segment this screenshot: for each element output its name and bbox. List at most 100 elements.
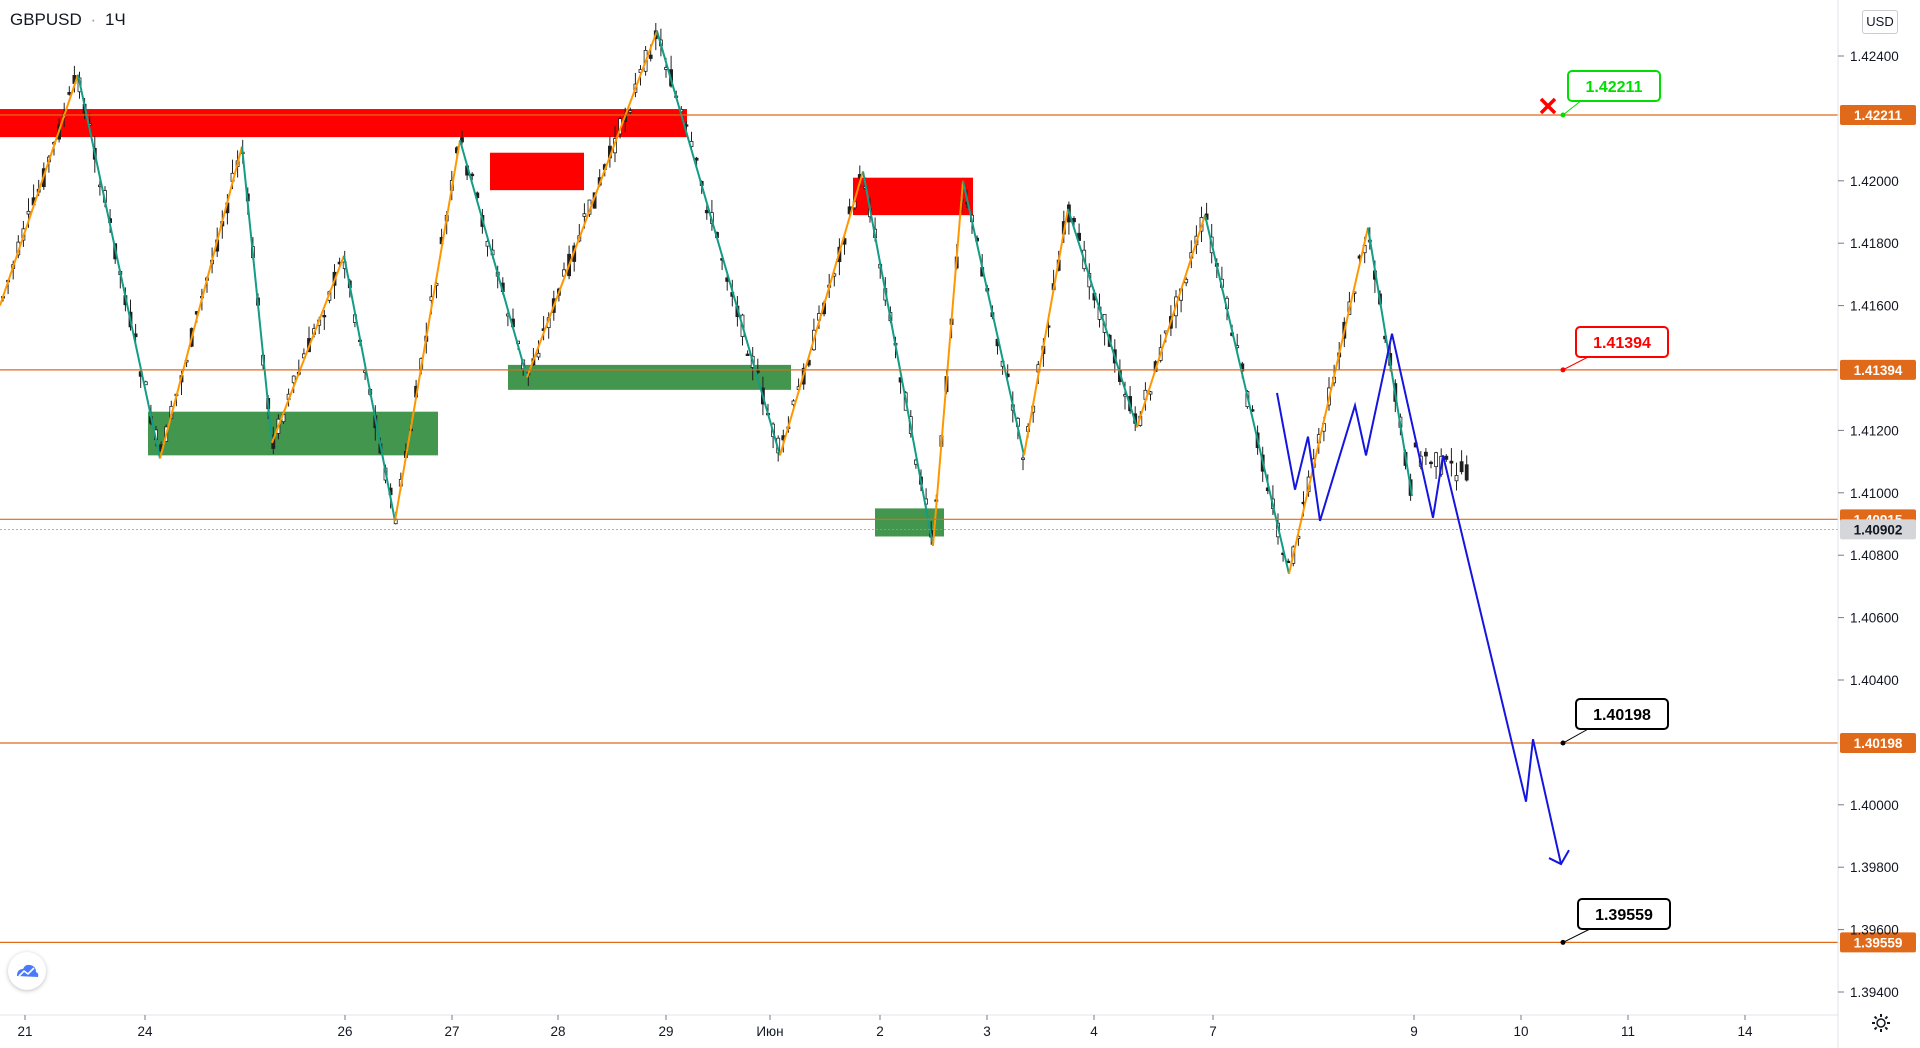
zigzag-down-leg (77, 74, 161, 459)
note-pointer (1562, 99, 1583, 116)
zigzag-up-leg (1136, 214, 1206, 428)
y-tick-label: 1.42000 (1850, 174, 1899, 189)
forecast-arrowhead (1548, 849, 1570, 866)
zigzag-down-leg (656, 30, 781, 456)
x-tick-label: Июн (756, 1024, 783, 1039)
zigzag-down-leg (343, 255, 396, 522)
interval-label: 1Ч (104, 10, 126, 29)
resistance-zone (853, 177, 973, 216)
y-tick-label: 1.40800 (1850, 548, 1899, 563)
price-level-tag-label: 1.40198 (1854, 736, 1903, 751)
zigzag-down-leg (241, 146, 273, 443)
candle-body (704, 209, 709, 214)
stop-cross-icon (1539, 97, 1557, 115)
y-tick-label: 1.39600 (1850, 923, 1899, 938)
x-tick-label: 26 (337, 1024, 352, 1039)
note-box (1575, 326, 1669, 358)
note-label: 1.41394 (1593, 335, 1651, 352)
current-price-tag (1840, 519, 1916, 540)
notes-layer: 1.42211 1.41394 1.40198 1.39559 (1539, 70, 1671, 945)
support-zone (508, 364, 791, 390)
x-tick-label: 14 (1737, 1024, 1753, 1039)
symbol-title: GBPUSD · 1Ч (10, 10, 126, 30)
price-level-tag (1840, 104, 1916, 125)
note-label: 1.42211 (1586, 79, 1643, 96)
y-tick-label: 1.41200 (1850, 423, 1899, 438)
note-label: 1.39559 (1595, 907, 1653, 924)
candle-body (582, 213, 587, 217)
note-anchor-dot (1560, 367, 1566, 373)
zigzag-up-leg (271, 255, 345, 444)
candle-body (460, 137, 464, 143)
price-level-tag-label: 1.41394 (1854, 363, 1903, 378)
resistance-zone (0, 109, 687, 138)
zigzag-up-leg (159, 146, 243, 459)
price-level-tag (1840, 733, 1916, 754)
note-pointer (1562, 355, 1591, 371)
forecast-path (1276, 333, 1562, 865)
zigzag-layer (0, 30, 1413, 575)
candle-body (694, 157, 699, 161)
y-tick-label: 1.42400 (1850, 49, 1899, 64)
zigzag-up-leg (779, 171, 864, 456)
x-tick-label: 4 (1090, 1024, 1098, 1039)
candle-body (1434, 452, 1438, 468)
note-box (1577, 898, 1671, 930)
x-tick-label: 24 (137, 1024, 153, 1039)
x-tick-label: 28 (550, 1024, 565, 1039)
current-price-tag-label: 1.40902 (1854, 522, 1903, 537)
zigzag-down-leg (459, 139, 528, 378)
zigzag-down-leg (1367, 227, 1413, 497)
zigzag-up-leg (394, 140, 461, 522)
zigzag-down-leg (862, 171, 934, 547)
candle-body (1454, 475, 1459, 482)
settings-gear-icon[interactable] (1870, 1012, 1892, 1034)
price-levels-layer: 1.422111.413941.409151.401981.395591.409… (0, 104, 1916, 953)
y-tick-label: 1.41000 (1850, 486, 1899, 501)
tradingview-logo-icon[interactable] (8, 952, 46, 990)
y-tick-label: 1.41800 (1850, 236, 1899, 251)
y-tick-label: 1.39800 (1850, 860, 1899, 875)
note-anchor-dot (1560, 939, 1566, 945)
symbol-name: GBPUSD (10, 10, 82, 29)
y-tick-label: 1.40400 (1850, 673, 1899, 688)
note-pointer (1562, 927, 1593, 943)
note-box (1567, 70, 1661, 102)
note-box (1575, 698, 1669, 730)
candle-body (322, 315, 327, 318)
zigzag-down-leg (1204, 214, 1290, 575)
candle-body (1444, 455, 1449, 460)
x-tick-label: 9 (1410, 1024, 1418, 1039)
currency-button[interactable]: USD (1862, 10, 1898, 34)
x-tick-label: 3 (983, 1024, 991, 1039)
candle-body (67, 92, 72, 95)
zigzag-up-leg (0, 74, 79, 306)
candle-body (1148, 391, 1153, 395)
title-separator: · (90, 10, 97, 29)
y-tick-label: 1.40000 (1850, 798, 1899, 813)
candle-body (536, 352, 541, 358)
zigzag-down-leg (962, 180, 1025, 456)
candle-body (648, 54, 653, 59)
candle-body (1459, 461, 1464, 473)
candle-body (1021, 457, 1025, 460)
y-tick-label: 1.41600 (1850, 299, 1899, 314)
zones-layer (0, 109, 973, 537)
x-tick-label: 21 (17, 1024, 32, 1039)
candle-body (1449, 460, 1454, 464)
candles-layer (1, 23, 1469, 567)
candle-body (291, 375, 296, 384)
x-tick-label: 11 (1621, 1024, 1635, 1039)
price-level-tag-label: 1.39559 (1854, 935, 1903, 950)
x-tick-label: 10 (1513, 1024, 1528, 1039)
note-pointer (1562, 727, 1591, 744)
candle-body (470, 173, 475, 177)
x-tick-label: 7 (1209, 1024, 1217, 1039)
candle-body (628, 110, 633, 113)
zigzag-up-leg (932, 180, 964, 546)
x-tick-label: 29 (658, 1024, 673, 1039)
y-tick-label: 1.40600 (1850, 611, 1899, 626)
note-anchor-dot (1560, 112, 1566, 118)
